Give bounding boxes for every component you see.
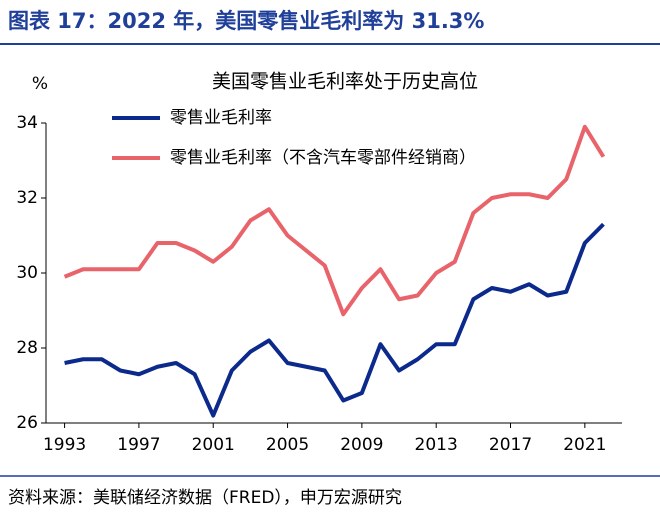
x-tick-label: 2005 [266, 435, 309, 455]
header-title: 图表 17：2022 年，美国零售业毛利率为 31.3% [8, 9, 484, 33]
y-tick-label: 32 [16, 188, 38, 208]
x-tick-label: 2017 [489, 435, 532, 455]
y-tick-label: 26 [16, 413, 38, 433]
x-tick-label: 1997 [117, 435, 160, 455]
x-tick-label: 2009 [340, 435, 383, 455]
x-tick-label: 2021 [563, 435, 606, 455]
y-tick-label: 30 [16, 263, 38, 283]
series-line [64, 222, 605, 418]
legend-label: 零售业毛利率（不含汽车零部件经销商） [170, 148, 476, 168]
x-tick-label: 1993 [43, 435, 86, 455]
x-tick-label: 2001 [192, 435, 235, 455]
footer-source: 资料来源：美联储经济数据（FRED），申万宏源研究 [8, 488, 402, 508]
y-axis-label: % [32, 74, 48, 94]
legend-label: 零售业毛利率 [170, 108, 272, 128]
chart-title: 美国零售业毛利率处于历史高位 [212, 71, 478, 93]
y-tick-label: 34 [16, 113, 38, 133]
y-tick-label: 28 [16, 338, 38, 358]
series-line [63, 124, 606, 317]
x-tick-label: 2013 [415, 435, 458, 455]
